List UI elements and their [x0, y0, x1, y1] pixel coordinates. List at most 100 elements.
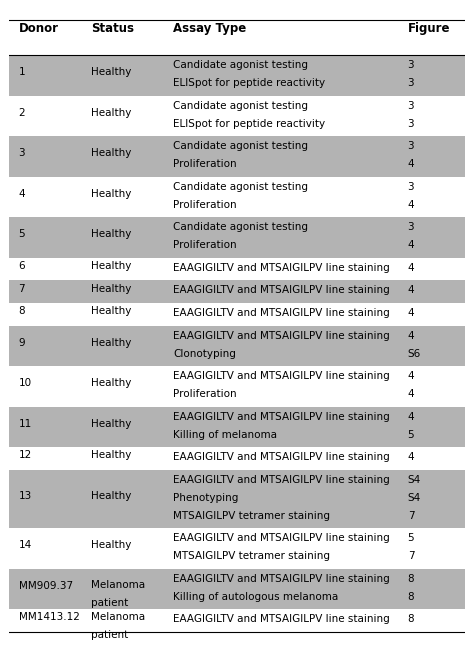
Text: EAAGIGILTV and MTSAIGILPV line staining: EAAGIGILTV and MTSAIGILPV line staining — [173, 452, 390, 463]
Text: 7: 7 — [408, 511, 414, 521]
Text: Healthy: Healthy — [91, 67, 132, 78]
Text: 4: 4 — [408, 286, 414, 295]
Bar — [9, 470, 465, 528]
Bar — [9, 568, 465, 609]
Text: 8: 8 — [408, 574, 414, 584]
Text: 5: 5 — [408, 534, 414, 543]
Text: Proliferation: Proliferation — [173, 389, 237, 399]
Text: Healthy: Healthy — [91, 108, 132, 118]
Bar — [9, 303, 465, 326]
Text: 3: 3 — [408, 60, 414, 70]
Bar — [9, 258, 465, 280]
Text: 11: 11 — [18, 419, 32, 429]
Bar — [9, 609, 465, 632]
Text: Healthy: Healthy — [91, 379, 132, 388]
Text: 8: 8 — [408, 592, 414, 601]
Text: EAAGIGILTV and MTSAIGILPV line staining: EAAGIGILTV and MTSAIGILPV line staining — [173, 412, 390, 422]
Text: Healthy: Healthy — [91, 338, 132, 348]
Text: Healthy: Healthy — [91, 284, 132, 293]
Text: 6: 6 — [18, 261, 25, 271]
Text: 3: 3 — [408, 78, 414, 88]
Text: 4: 4 — [408, 389, 414, 399]
Text: Assay Type: Assay Type — [173, 22, 246, 36]
Text: 7: 7 — [18, 284, 25, 293]
Text: 5: 5 — [408, 430, 414, 440]
Text: 1: 1 — [18, 67, 25, 78]
Text: Candidate agonist testing: Candidate agonist testing — [173, 101, 308, 110]
Text: Melanoma: Melanoma — [91, 580, 146, 590]
Text: Candidate agonist testing: Candidate agonist testing — [173, 141, 308, 151]
Text: EAAGIGILTV and MTSAIGILPV line staining: EAAGIGILTV and MTSAIGILPV line staining — [173, 614, 390, 625]
Text: S6: S6 — [408, 349, 421, 359]
Text: Candidate agonist testing: Candidate agonist testing — [173, 60, 308, 70]
Text: 4: 4 — [408, 452, 414, 463]
Text: EAAGIGILTV and MTSAIGILPV line staining: EAAGIGILTV and MTSAIGILPV line staining — [173, 475, 390, 485]
Text: 4: 4 — [408, 331, 414, 341]
Text: 4: 4 — [408, 240, 414, 250]
Text: MTSAIGILPV tetramer staining: MTSAIGILPV tetramer staining — [173, 511, 330, 521]
Text: Status: Status — [91, 22, 135, 36]
Text: 3: 3 — [408, 222, 414, 233]
Text: Proliferation: Proliferation — [173, 240, 237, 250]
Text: patient: patient — [91, 598, 128, 608]
Text: 8: 8 — [408, 614, 414, 625]
Text: EAAGIGILTV and MTSAIGILPV line staining: EAAGIGILTV and MTSAIGILPV line staining — [173, 331, 390, 341]
Text: MM1413.12: MM1413.12 — [18, 612, 80, 623]
Text: ELISpot for peptide reactivity: ELISpot for peptide reactivity — [173, 78, 326, 88]
Text: 4: 4 — [408, 412, 414, 422]
Bar — [9, 136, 465, 177]
Bar — [9, 96, 465, 136]
Bar — [9, 326, 465, 366]
Bar — [9, 217, 465, 258]
Bar — [9, 55, 465, 96]
Text: Healthy: Healthy — [91, 491, 132, 501]
Text: 4: 4 — [18, 189, 25, 199]
Text: Proliferation: Proliferation — [173, 200, 237, 210]
Text: 8: 8 — [18, 306, 25, 316]
Text: 3: 3 — [408, 101, 414, 110]
Text: Healthy: Healthy — [91, 229, 132, 240]
Text: Healthy: Healthy — [91, 261, 132, 271]
Text: Candidate agonist testing: Candidate agonist testing — [173, 222, 308, 233]
Text: Melanoma: Melanoma — [91, 612, 146, 621]
Text: 2: 2 — [18, 108, 25, 118]
Bar — [9, 366, 465, 407]
Bar — [9, 447, 465, 470]
Text: Healthy: Healthy — [91, 149, 132, 158]
Text: Healthy: Healthy — [91, 540, 132, 550]
Text: Figure: Figure — [408, 22, 450, 36]
Text: 10: 10 — [18, 379, 32, 388]
Text: Clonotyping: Clonotyping — [173, 349, 236, 359]
Bar — [9, 407, 465, 447]
Text: 4: 4 — [408, 159, 414, 169]
Text: 4: 4 — [408, 371, 414, 381]
Text: MM909.37: MM909.37 — [18, 581, 73, 591]
Text: Healthy: Healthy — [91, 419, 132, 429]
Text: EAAGIGILTV and MTSAIGILPV line staining: EAAGIGILTV and MTSAIGILPV line staining — [173, 371, 390, 381]
Text: patient: patient — [91, 630, 128, 640]
Bar — [9, 528, 465, 568]
Text: 3: 3 — [408, 182, 414, 192]
Text: 4: 4 — [408, 200, 414, 210]
Text: Killing of autologous melanoma: Killing of autologous melanoma — [173, 592, 338, 601]
Text: Candidate agonist testing: Candidate agonist testing — [173, 182, 308, 192]
Text: 4: 4 — [408, 308, 414, 318]
Text: 13: 13 — [18, 491, 32, 501]
Text: 14: 14 — [18, 540, 32, 550]
Bar — [9, 177, 465, 217]
Text: Healthy: Healthy — [91, 189, 132, 199]
Text: 3: 3 — [408, 119, 414, 129]
Text: EAAGIGILTV and MTSAIGILPV line staining: EAAGIGILTV and MTSAIGILPV line staining — [173, 308, 390, 318]
Text: Healthy: Healthy — [91, 450, 132, 461]
Text: Phenotyping: Phenotyping — [173, 493, 239, 503]
Text: 3: 3 — [408, 141, 414, 151]
Text: Donor: Donor — [18, 22, 59, 36]
Text: MTSAIGILPV tetramer staining: MTSAIGILPV tetramer staining — [173, 551, 330, 561]
Text: Healthy: Healthy — [91, 306, 132, 316]
Text: EAAGIGILTV and MTSAIGILPV line staining: EAAGIGILTV and MTSAIGILPV line staining — [173, 574, 390, 584]
Text: EAAGIGILTV and MTSAIGILPV line staining: EAAGIGILTV and MTSAIGILPV line staining — [173, 263, 390, 273]
Text: Killing of melanoma: Killing of melanoma — [173, 430, 277, 440]
Text: EAAGIGILTV and MTSAIGILPV line staining: EAAGIGILTV and MTSAIGILPV line staining — [173, 534, 390, 543]
Text: ELISpot for peptide reactivity: ELISpot for peptide reactivity — [173, 119, 326, 129]
Text: 4: 4 — [408, 263, 414, 273]
